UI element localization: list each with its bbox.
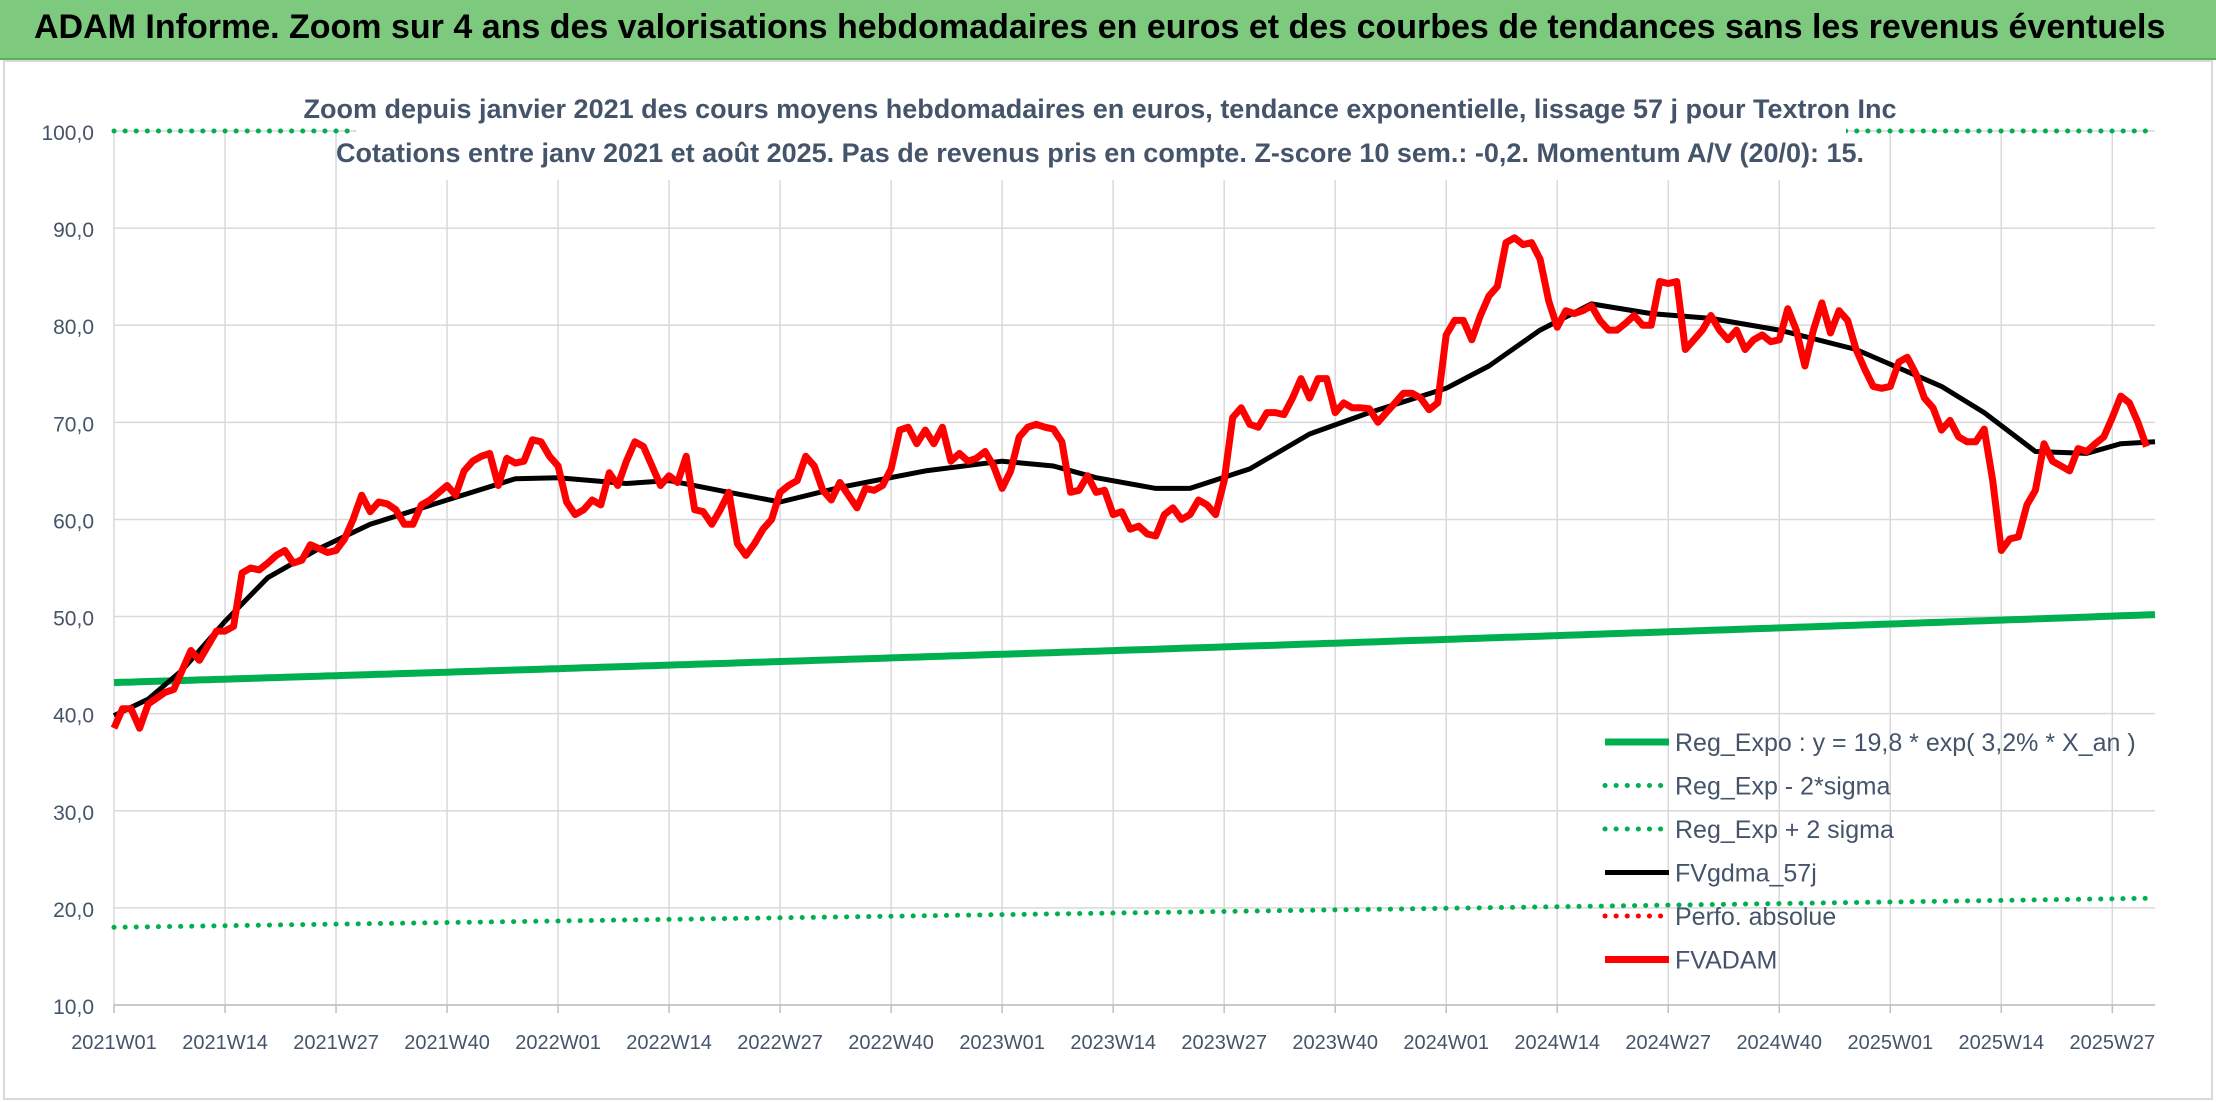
- chart-legend: Reg_Expo : y = 19,8 * exp( 3,2% * X_an )…: [1602, 729, 2136, 975]
- banner-title: ADAM Informe. Zoom sur 4 ans des valoris…: [34, 8, 2166, 46]
- x-tick-label: 2021W01: [71, 1032, 157, 1054]
- x-tick-label: 2022W40: [848, 1032, 934, 1054]
- y-tick-label: 100,0: [41, 122, 94, 145]
- y-tick-label: 60,0: [53, 510, 94, 533]
- x-axis: 2021W01 2021W14 2021W27 2021W40 2022W01 2022W…: [71, 1004, 2155, 1054]
- legend-label: Perfo. absolue: [1675, 903, 1836, 931]
- title-background: [356, 78, 1846, 180]
- y-tick-label: 10,0: [53, 996, 94, 1019]
- x-tick-label: 2023W40: [1292, 1032, 1378, 1054]
- legend-label: FVADAM: [1675, 947, 1777, 975]
- x-tick-label: 2022W27: [737, 1032, 823, 1054]
- x-tick-label: 2021W27: [293, 1032, 379, 1054]
- x-tick-label: 2023W01: [959, 1032, 1045, 1054]
- y-tick-label: 70,0: [53, 413, 94, 436]
- x-tick-label: 2022W01: [515, 1032, 601, 1054]
- chart-frame: [3, 60, 2213, 1100]
- plot-area: [110, 128, 2158, 930]
- chart-subtitle: Cotations entre janv 2021 et août 2025. …: [336, 138, 1864, 168]
- y-tick-label: 30,0: [53, 802, 94, 825]
- legend-label: Reg_Exp - 2*sigma: [1675, 773, 1890, 801]
- y-tick-label: 50,0: [53, 608, 94, 631]
- legend-label: FVgdma_57j: [1675, 860, 1817, 888]
- y-axis: 10,0 20,0 30,0 40,0 50,0 60,0 70,0 80,0 90,0 100,…: [41, 122, 94, 1019]
- series-line-6: [110, 234, 2150, 732]
- x-tick-label: 2024W27: [1625, 1032, 1711, 1054]
- x-tick-label: 2023W27: [1181, 1032, 1267, 1054]
- x-tick-label: 2025W01: [1847, 1032, 1933, 1054]
- x-tick-label: 2022W14: [626, 1032, 712, 1054]
- legend-label: Reg_Exp + 2 sigma: [1675, 816, 1894, 844]
- x-tick-label: 2024W14: [1514, 1032, 1600, 1054]
- x-tick-label: 2023W14: [1070, 1032, 1156, 1054]
- x-tick-label: 2021W14: [182, 1032, 268, 1054]
- report-banner: ADAM Informe. Zoom sur 4 ans des valoris…: [0, 0, 2216, 60]
- y-tick-label: 20,0: [53, 899, 94, 922]
- x-tick-label: 2025W14: [1958, 1032, 2044, 1054]
- chart-title: Zoom depuis janvier 2021 des cours moyen…: [304, 94, 1897, 124]
- x-tick-label: 2025W27: [2069, 1032, 2155, 1054]
- y-tick-label: 40,0: [53, 705, 94, 728]
- x-tick-label: 2024W01: [1403, 1032, 1489, 1054]
- series-line-1: [113, 611, 2156, 687]
- series-line-4: [112, 301, 2156, 718]
- chart-grid: [113, 130, 2155, 1006]
- legend-label: Reg_Expo : y = 19,8 * exp( 3,2% * X_an ): [1675, 729, 2136, 757]
- y-tick-label: 80,0: [53, 316, 94, 339]
- y-tick-label: 90,0: [53, 219, 94, 242]
- x-tick-label: 2021W40: [404, 1032, 490, 1054]
- x-tick-label: 2024W40: [1736, 1032, 1822, 1054]
- series-line-2: [111, 895, 2158, 930]
